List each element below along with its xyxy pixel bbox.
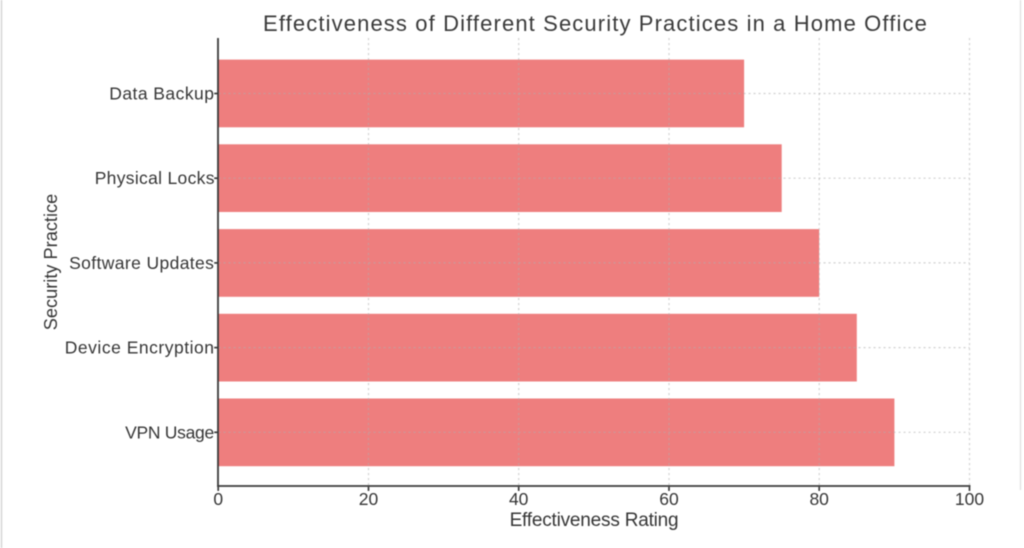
svg-text:Security Practice: Security Practice [41, 194, 61, 330]
svg-text:Device Encryption: Device Encryption [65, 338, 215, 358]
svg-text:60: 60 [659, 489, 679, 509]
svg-text:40: 40 [509, 489, 529, 509]
svg-text:Physical Locks: Physical Locks [95, 168, 215, 188]
svg-text:100: 100 [955, 489, 984, 509]
svg-text:Effectiveness Rating: Effectiveness Rating [510, 510, 679, 531]
svg-text:80: 80 [809, 489, 829, 509]
svg-text:Data Backup: Data Backup [109, 84, 214, 104]
svg-text:Effectiveness of Different Sec: Effectiveness of Different Security Prac… [263, 11, 928, 36]
svg-text:0: 0 [213, 489, 223, 509]
svg-text:VPN Usage: VPN Usage [125, 422, 214, 442]
svg-text:Software Updates: Software Updates [69, 253, 214, 273]
svg-text:20: 20 [359, 489, 379, 509]
